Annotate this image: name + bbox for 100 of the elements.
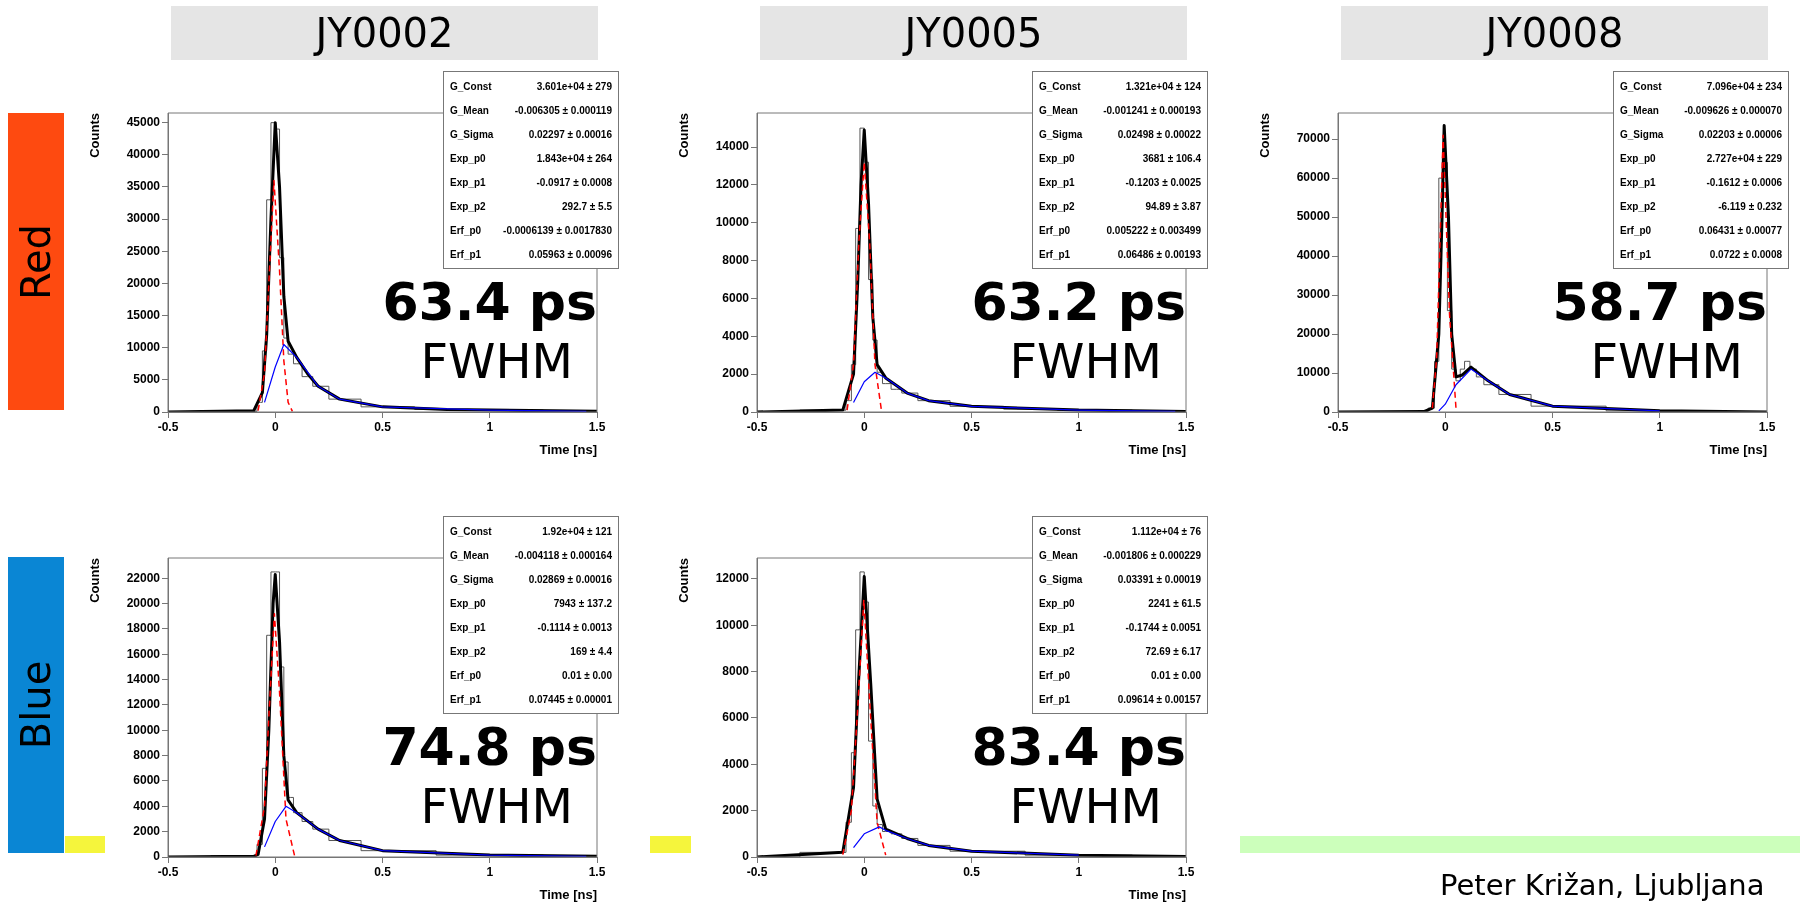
text: G_Const 1.92e+04 ± 121 [450, 525, 612, 537]
text: G_Mean -0.006305 ± 0.000119 [450, 104, 612, 116]
x-tick-label: 0 [271, 419, 279, 434]
line-series [255, 613, 296, 857]
text: Red [13, 223, 59, 300]
x-tick-label: 0.5 [374, 419, 392, 434]
text: Erf_p1 0.05963 ± 0.00096 [450, 248, 612, 260]
x-tick-label: -0.5 [746, 864, 768, 879]
y-axis-title: Counts [87, 113, 103, 158]
annotation: FWHM [1009, 333, 1162, 389]
y-tick-label: 20000 [1296, 326, 1331, 341]
y-tick-label: 8000 [722, 252, 750, 267]
y-tick-label: 10000 [126, 340, 161, 355]
x-tick-label: 1.5 [1758, 419, 1776, 434]
x-tick-label: 1.5 [588, 419, 606, 434]
text: Erf_p0 0.01 ± 0.00 [1039, 669, 1201, 681]
x-axis-title: Time [ns] [539, 886, 597, 902]
x-tick-label: 1 [1075, 419, 1083, 434]
x-tick-label: 0.5 [1544, 419, 1562, 434]
x-tick-label: -0.5 [157, 864, 179, 879]
y-tick-label: 2000 [722, 802, 750, 817]
chart-title: JY0002 [171, 6, 598, 60]
y-axis-title: Counts [676, 113, 692, 158]
annotation: FWHM [1590, 333, 1743, 389]
y-tick-label: 0 [742, 849, 750, 864]
text: Exp_p2 292.7 ± 5.5 [450, 200, 612, 212]
x-tick-label: 1 [486, 419, 494, 434]
line-series [257, 179, 294, 412]
annotation: 83.4 ps [971, 717, 1186, 777]
text: G_Sigma 0.02297 ± 0.00016 [450, 128, 612, 140]
text: Peter Križan, Ljubljana [1440, 868, 1765, 902]
y-tick-label: 30000 [126, 211, 161, 226]
text: G_Const 1.321e+04 ± 124 [1039, 80, 1201, 92]
x-tick-label: 1.5 [588, 864, 606, 879]
y-tick-label: 50000 [1296, 209, 1331, 224]
text: G_Sigma 0.03391 ± 0.00019 [1039, 573, 1201, 585]
text: Exp_p2 169 ± 4.4 [450, 645, 612, 657]
y-tick-label: 20000 [126, 275, 161, 290]
x-tick-label: 0 [860, 864, 868, 879]
y-tick-label: 14000 [126, 671, 161, 686]
y-tick-label: 0 [153, 849, 161, 864]
annotation: FWHM [1009, 778, 1162, 834]
y-tick-label: 8000 [722, 663, 750, 678]
y-tick-label: 40000 [126, 147, 161, 162]
text: Erf_p1 0.09614 ± 0.00157 [1039, 693, 1201, 705]
y-tick-label: 0 [1323, 404, 1331, 419]
y-tick-label: 0 [742, 404, 750, 419]
y-tick-label: 14000 [715, 139, 750, 154]
y-tick-label: 5000 [133, 372, 161, 387]
x-tick-label: 0 [1441, 419, 1449, 434]
y-tick-label: 12000 [715, 571, 750, 586]
annotation: 58.7 ps [1552, 272, 1767, 332]
y-tick-label: 4000 [133, 798, 161, 813]
text: Exp_p0 1.843e+04 ± 264 [450, 152, 612, 164]
text: Exp_p1 -0.1744 ± 0.0051 [1039, 621, 1201, 633]
chart-title: JY0008 [1341, 6, 1768, 60]
x-tick-label: 0.5 [963, 864, 981, 879]
x-axis-title: Time [ns] [539, 441, 597, 457]
y-axis-title: Counts [1257, 113, 1273, 158]
y-tick-label: 70000 [1296, 131, 1331, 146]
text: Erf_p1 0.06486 ± 0.00193 [1039, 248, 1201, 260]
text: Exp_p2 94.89 ± 3.87 [1039, 200, 1201, 212]
text: G_Const 7.096e+04 ± 234 [1620, 80, 1782, 92]
y-tick-label: 10000 [1296, 365, 1331, 380]
y-tick-label: 25000 [126, 243, 161, 258]
text: Erf_p0 0.06431 ± 0.00077 [1620, 224, 1782, 236]
y-tick-label: 8000 [133, 747, 161, 762]
text: Exp_p1 -0.1114 ± 0.0013 [450, 621, 612, 633]
x-tick-label: 1 [486, 864, 494, 879]
y-tick-label: 6000 [722, 290, 750, 305]
x-tick-label: 1.5 [1177, 419, 1195, 434]
y-tick-label: 12000 [126, 697, 161, 712]
line-series [846, 161, 883, 411]
y-tick-label: 45000 [126, 114, 161, 129]
text: G_Mean -0.004118 ± 0.000164 [450, 549, 612, 561]
text: Exp_p1 -0.1203 ± 0.0025 [1039, 176, 1201, 188]
text: Exp_p1 -0.1612 ± 0.0006 [1620, 176, 1782, 188]
annotation: 63.2 ps [971, 272, 1186, 332]
x-tick-label: -0.5 [746, 419, 768, 434]
y-tick-label: 6000 [722, 710, 750, 725]
text: Erf_p1 0.07445 ± 0.00001 [450, 693, 612, 705]
y-tick-label: 0 [153, 404, 161, 419]
text: G_Sigma 0.02869 ± 0.00016 [450, 573, 612, 585]
y-tick-label: 2000 [722, 366, 750, 381]
text: G_Const 3.601e+04 ± 279 [450, 80, 612, 92]
text: Erf_p0 0.005222 ± 0.003499 [1039, 224, 1201, 236]
text: G_Sigma 0.02203 ± 0.00006 [1620, 128, 1782, 140]
y-axis-title: Counts [676, 558, 692, 603]
y-tick-label: 4000 [722, 328, 750, 343]
text: Exp_p0 2241 ± 61.5 [1039, 597, 1201, 609]
text: G_Const 1.112e+04 ± 76 [1039, 525, 1201, 537]
text: Exp_p2 -6.119 ± 0.232 [1620, 200, 1782, 212]
x-tick-label: 0 [860, 419, 868, 434]
y-tick-label: 22000 [126, 570, 161, 585]
x-tick-label: 1.5 [1177, 864, 1195, 879]
text: Exp_p0 7943 ± 137.2 [450, 597, 612, 609]
text: G_Mean -0.001241 ± 0.000193 [1039, 104, 1201, 116]
text: Blue [13, 660, 59, 750]
y-tick-label: 40000 [1296, 248, 1331, 263]
y-tick-label: 10000 [126, 722, 161, 737]
